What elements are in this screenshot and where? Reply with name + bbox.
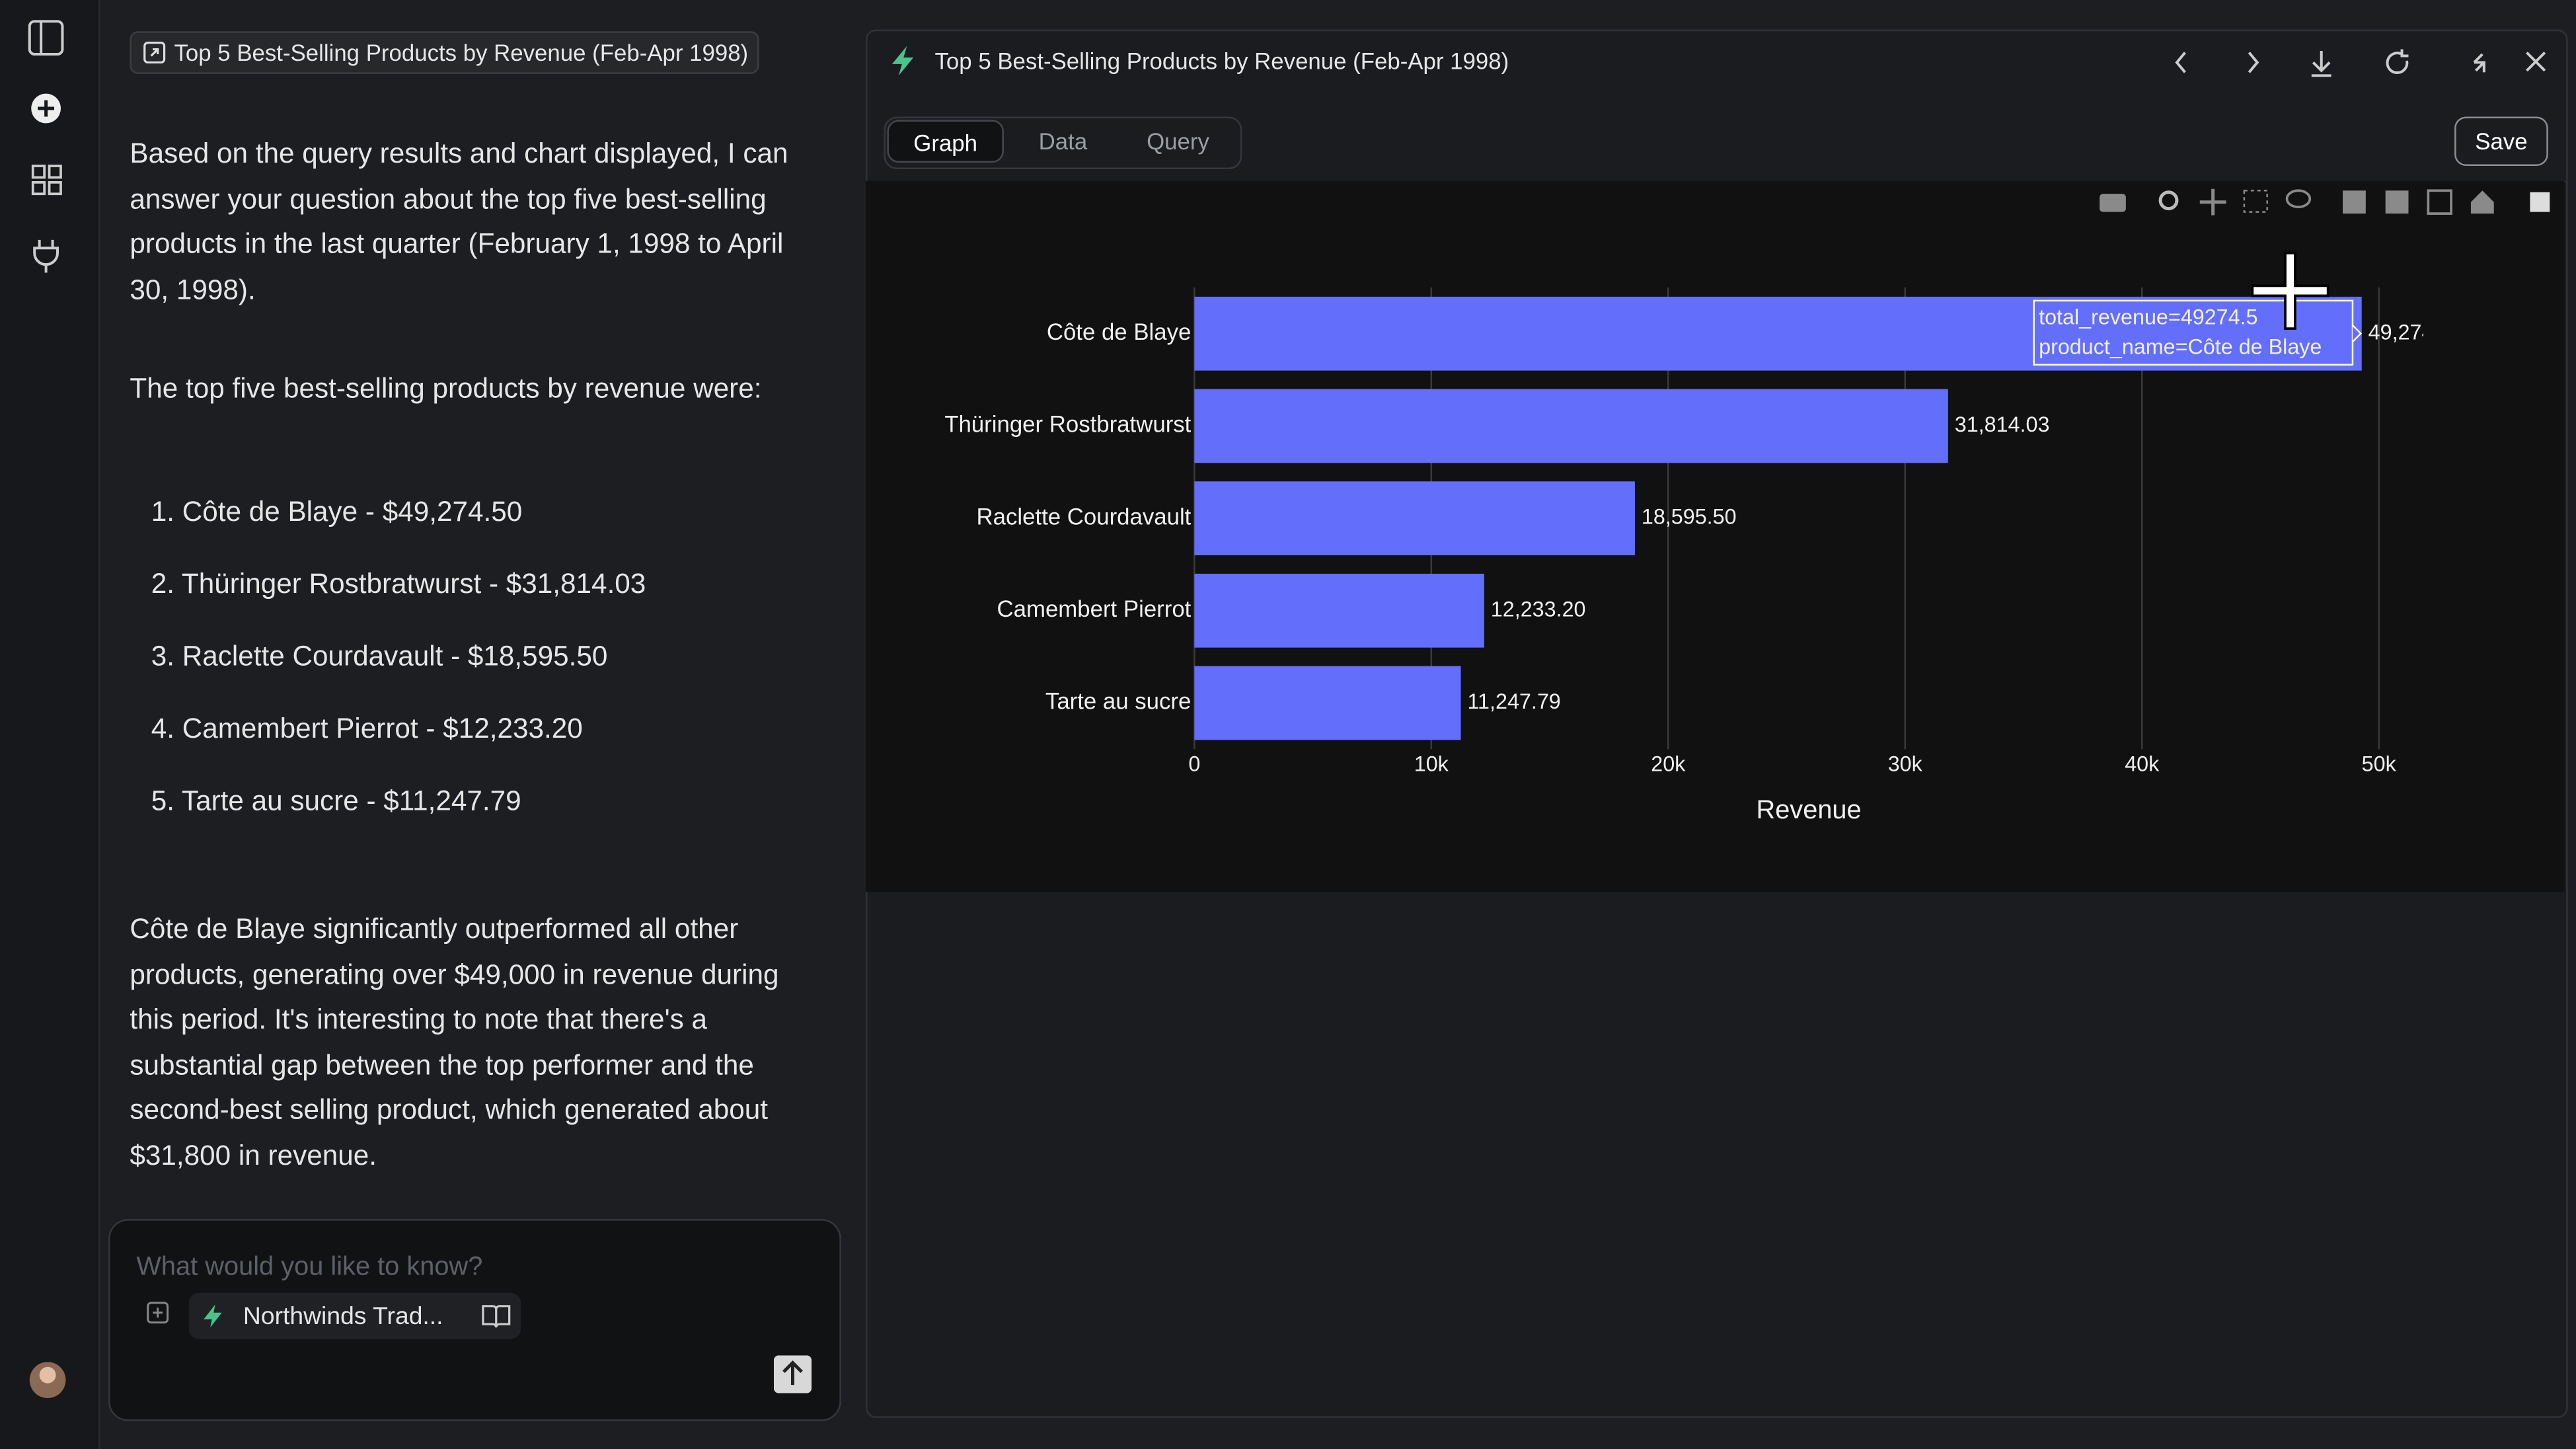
source-name: Northwinds Trad... [243, 1302, 443, 1331]
bar [1194, 481, 1635, 555]
apps[interactable] [31, 165, 62, 196]
paragraph: Côte de Blaye significantly outperformed… [130, 913, 779, 1171]
paragraph: Based on the query results and chart dis… [130, 137, 788, 305]
panel-actions [2175, 49, 2546, 77]
paragraph: The top five best-selling products by re… [130, 373, 762, 405]
list-item: 2. Thüringer Rostbratwurst - $31,814.03 [151, 568, 646, 600]
next-button[interactable] [2248, 52, 2259, 73]
value-label: 49,274.50 [2368, 320, 2464, 344]
toggle-sidebar[interactable] [28, 20, 64, 56]
y-tick-label: Thüringer Rostbratwurst [944, 412, 1191, 438]
value-label: 31,814.03 [1955, 412, 2050, 436]
tag-icon [143, 42, 166, 64]
tab-query[interactable]: Query [1147, 128, 1209, 155]
tooltip-line: product_name=Côte de Blaye [2039, 334, 2322, 358]
bar [1194, 573, 1484, 648]
panel-logo [891, 46, 914, 76]
placeholder: What would you like to know? [136, 1253, 483, 1282]
modebar-autoscale[interactable] [2427, 189, 2452, 215]
bar [1194, 389, 1948, 463]
sidebar-icons [28, 20, 66, 1398]
labels: 0 10k 20k 30k 40k 50k Côte de Blaye Thüringer R… [944, 320, 2396, 776]
x-tick-label: 30k [1888, 752, 1923, 776]
x-tick-label: 20k [1651, 752, 1686, 776]
tooltip-line: total_revenue=49274.5 [2039, 305, 2257, 329]
close-button[interactable] [2526, 52, 2546, 72]
source-tag[interactable]: Top 5 Best-Selling Products by Revenue (… [130, 31, 760, 74]
list-item: 1. Côte de Blaye - $49,274.50 [151, 496, 523, 528]
value-label: 12,233.20 [1491, 597, 1586, 621]
modebar-pan[interactable] [2199, 188, 2226, 215]
modebar [2100, 188, 2550, 215]
modebar-zoom-in[interactable] [2343, 190, 2366, 214]
tab-group [884, 116, 1242, 169]
download-button[interactable] [2311, 51, 2331, 77]
x-tick-label: 10k [1414, 752, 1449, 776]
source-chip[interactable]: Northwinds Trad... [188, 1292, 521, 1339]
tab-graph[interactable]: Graph [887, 120, 1004, 163]
y-tick-label: Côte de Blaye [1047, 320, 1192, 345]
modebar-logo[interactable] [2530, 192, 2550, 212]
list-item: 5. Tarte au sucre - $11,247.79 [151, 785, 521, 817]
modebar-camera[interactable] [2100, 194, 2126, 212]
book-icon[interactable] [481, 1303, 511, 1329]
y-tick-label: Camembert Pierrot [997, 597, 1192, 622]
modebar-zoom[interactable] [2158, 190, 2179, 211]
tooltip-box [2033, 299, 2354, 366]
avatar-face [39, 1366, 56, 1384]
y-tick-label: Tarte au sucre [1045, 689, 1191, 715]
modebar-zoom-out[interactable] [2385, 190, 2409, 214]
collapse-button[interactable] [2473, 53, 2485, 73]
modebar-lasso[interactable] [2285, 189, 2312, 209]
bar [1194, 666, 1461, 740]
chart: 49,274.50 31,814.03 18,595.50 12,233.20 11,2… [866, 180, 2565, 892]
prev-button[interactable] [2175, 52, 2186, 73]
x-tick-label: 0 [1188, 752, 1200, 776]
list-item: 3. Raclette Courdavault - $18,595.50 [151, 641, 608, 672]
send-button[interactable] [773, 1355, 812, 1393]
tooltip-arrow [2352, 325, 2363, 342]
x-tick-label: 40k [2125, 752, 2160, 776]
plugins[interactable] [33, 239, 59, 273]
refresh-button[interactable] [2386, 49, 2409, 74]
new-chat-plus [38, 100, 55, 117]
tab-data[interactable]: Data [1038, 128, 1088, 155]
save-button[interactable]: Save [2454, 116, 2548, 167]
bars: 49,274.50 31,814.03 18,595.50 12,233.20 11,2… [1194, 296, 2464, 740]
x-axis-title: Revenue [1756, 795, 1861, 824]
x-tick-label: 50k [2362, 752, 2397, 776]
panel-title: Top 5 Best-Selling Products by Revenue (… [934, 48, 1509, 74]
hover-tooltip: total_revenue=49274.5 product_name=Côte … [2033, 299, 2363, 366]
cursor [2251, 251, 2330, 330]
sidebar [0, 0, 100, 1449]
list-item: 4. Camembert Pierrot - $12,233.20 [151, 713, 583, 744]
value-label: 11,247.79 [1467, 689, 1560, 713]
attach-button[interactable] [146, 1301, 169, 1324]
tag-text: Top 5 Best-Selling Products by Revenue (… [174, 39, 749, 66]
y-tick-label: Raclette Courdavault [976, 504, 1191, 529]
chat-input[interactable]: What would you like to know? Northwinds … [108, 1219, 841, 1421]
source-icon [204, 1304, 222, 1328]
value-label: 18,595.50 [1642, 505, 1737, 529]
modebar-select[interactable] [2243, 190, 2268, 213]
